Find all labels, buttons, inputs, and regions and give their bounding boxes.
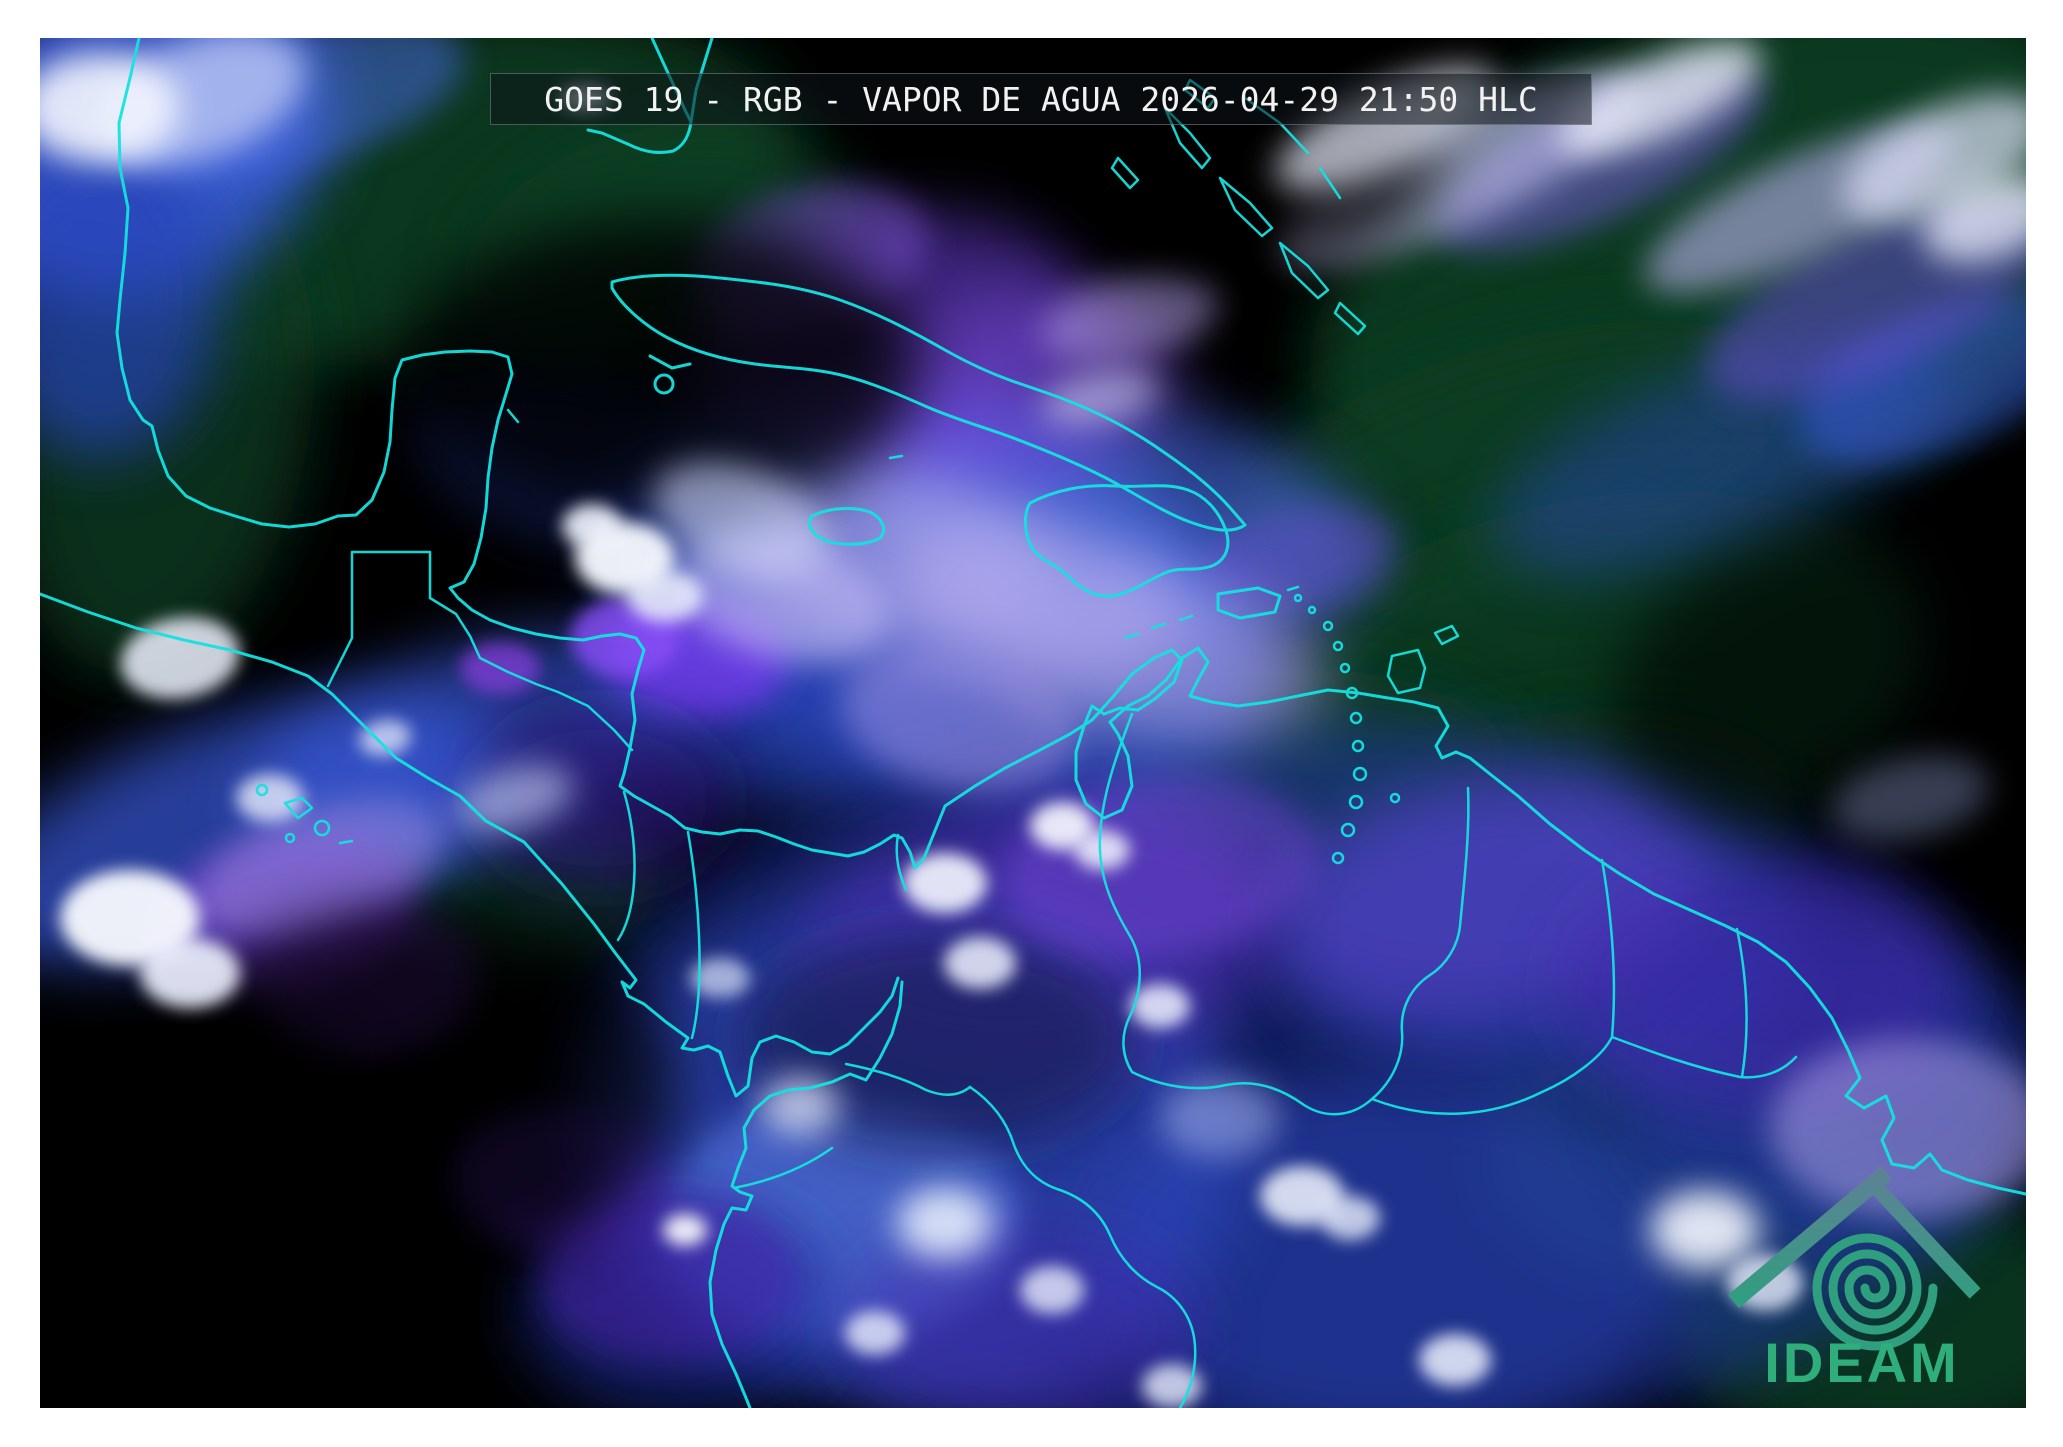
- cayman-islands: [888, 454, 904, 460]
- satellite-image: IDEAM GOES 19 - RGB - VAPOR DE AGUA 2026…: [40, 38, 2026, 1408]
- south-america-borders: [732, 712, 1798, 1408]
- mexico-yucatan-caribbean-coastline: [115, 38, 2026, 1196]
- colombia-ecuador-peru-coastline: [708, 980, 904, 1408]
- satellite-canvas: IDEAM: [40, 38, 2026, 1408]
- ideam-house-spiral-icon: [1728, 1166, 1981, 1351]
- central-america-borders: [326, 550, 908, 1040]
- isla-juventud: [653, 373, 675, 395]
- jamaica-outline: [807, 507, 886, 546]
- lesser-antilles-islands: [1123, 585, 1401, 865]
- puerto-rico-outline: [1216, 586, 1282, 620]
- ideam-logo: IDEAM: [1728, 1166, 1981, 1394]
- pacific-coastline: [40, 592, 900, 1098]
- hispaniola-outline: [1023, 484, 1230, 598]
- cozumel-island: [506, 408, 520, 424]
- trinidad-tobago-outline: [1386, 624, 1460, 695]
- cloud-layer: [40, 38, 2026, 1408]
- title-text: GOES 19 - RGB - VAPOR DE AGUA 2026-04-29…: [544, 79, 1538, 119]
- cuba-outline: [610, 273, 1247, 532]
- ideam-logo-text: IDEAM: [1764, 1331, 1959, 1394]
- title-bar: GOES 19 - RGB - VAPOR DE AGUA 2026-04-29…: [490, 73, 1592, 125]
- galapagos-islands: [255, 783, 354, 845]
